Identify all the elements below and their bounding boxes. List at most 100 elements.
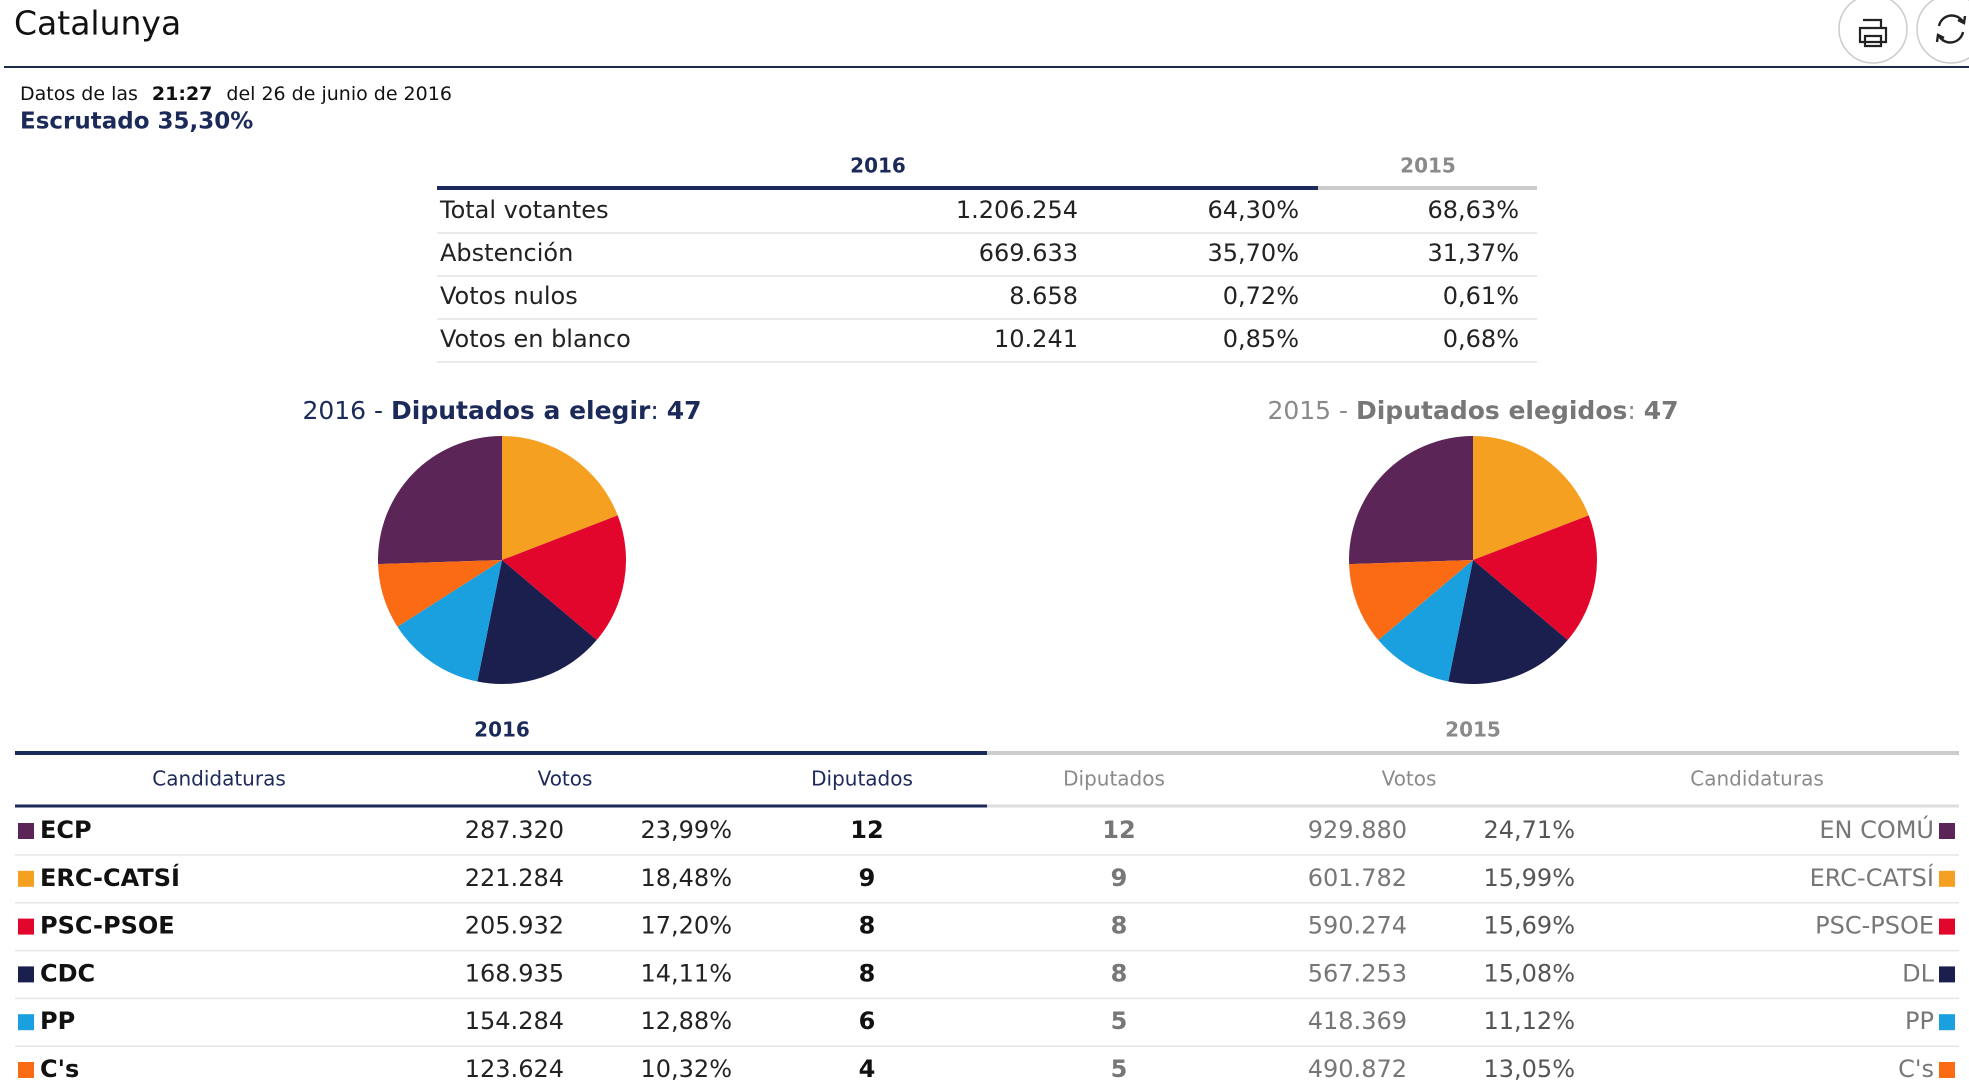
votes: 168.935 xyxy=(465,959,564,987)
results-year: 2015 xyxy=(1445,718,1501,742)
pie-slice xyxy=(397,560,502,682)
party-name: ECP xyxy=(40,816,92,844)
pie-slice xyxy=(1473,515,1597,641)
summary-cell: 669.633 xyxy=(979,239,1078,267)
column-header: Candidaturas xyxy=(152,767,286,791)
button-circle[interactable] xyxy=(1916,0,1969,64)
seats: 6 xyxy=(859,1007,876,1035)
pie-slice xyxy=(378,436,502,565)
pie-slice xyxy=(1473,436,1589,560)
votes-prev: 590.274 xyxy=(1308,912,1407,940)
party-swatch xyxy=(1939,870,1955,887)
refresh-icon[interactable] xyxy=(1935,14,1967,44)
pie-title-total: 47 xyxy=(1644,396,1679,425)
pie-slice xyxy=(1349,560,1473,641)
seats-prev: 5 xyxy=(1111,1055,1128,1083)
summary-year: 2016 xyxy=(850,154,906,178)
votes-prev: 490.872 xyxy=(1308,1055,1407,1083)
party-name: C's xyxy=(40,1055,79,1083)
pie-slice xyxy=(502,515,627,641)
print-icon[interactable] xyxy=(1858,18,1888,48)
summary-cell: Votos en blanco xyxy=(440,325,631,353)
party-name-prev: EN COMÚ xyxy=(1819,814,1934,844)
pie-title-label: Diputados a elegir xyxy=(391,396,651,425)
pie-title-colon: : xyxy=(1627,396,1643,425)
seats: 8 xyxy=(859,912,876,940)
summary-cell: Total votantes xyxy=(439,196,609,224)
vote-pct-prev: 15,69% xyxy=(1483,912,1575,940)
summary-cell: 68,63% xyxy=(1427,196,1519,224)
vote-pct: 10,32% xyxy=(640,1055,732,1083)
vote-pct-prev: 15,99% xyxy=(1483,864,1575,892)
party-name: PSC-PSOE xyxy=(40,912,175,940)
seats-prev: 8 xyxy=(1111,959,1128,987)
votes-prev: 567.253 xyxy=(1308,959,1407,987)
votes-prev: 929.880 xyxy=(1308,816,1407,844)
party-swatch xyxy=(1939,1062,1955,1078)
refresh-button[interactable] xyxy=(1916,0,1969,64)
votes-prev: 418.369 xyxy=(1308,1007,1407,1035)
party-name-prev: DL xyxy=(1902,959,1934,987)
votes: 287.320 xyxy=(465,816,564,844)
seats: 4 xyxy=(859,1055,876,1083)
column-header: Diputados xyxy=(1063,767,1165,791)
votes: 154.284 xyxy=(465,1007,564,1035)
summary-cell: 0,72% xyxy=(1223,282,1299,310)
party-swatch xyxy=(18,918,34,935)
party-swatch xyxy=(18,870,34,887)
seats-prev: 5 xyxy=(1111,1007,1128,1035)
party-swatch xyxy=(1939,823,1955,839)
party-name-prev: PSC-PSOE xyxy=(1815,912,1934,940)
summary-cell: 8.658 xyxy=(1009,282,1078,310)
party-name-prev: C's xyxy=(1898,1055,1934,1083)
vote-pct: 17,20% xyxy=(640,912,732,940)
vote-pct: 18,48% xyxy=(640,864,732,892)
party-swatch xyxy=(1939,966,1955,983)
seats: 12 xyxy=(850,816,883,844)
votes: 123.624 xyxy=(465,1055,564,1083)
seats: 8 xyxy=(859,959,876,987)
pie-slice xyxy=(1378,560,1473,682)
column-header: Candidaturas xyxy=(1690,767,1824,791)
pie-title-sep: - xyxy=(1331,396,1356,425)
scrutiny: Escrutado 35,30% xyxy=(20,109,253,135)
summary-cell: Abstención xyxy=(440,239,573,267)
party-swatch xyxy=(18,1062,34,1078)
seats-prev: 8 xyxy=(1111,912,1128,940)
vote-pct: 14,11% xyxy=(640,959,732,987)
summary-cell: 0,85% xyxy=(1223,325,1299,353)
party-name-prev: ERC-CATSÍ xyxy=(1810,863,1934,892)
column-header: Diputados xyxy=(811,767,913,791)
summary-year: 2015 xyxy=(1400,154,1456,178)
pie-title: 2016 - Diputados a elegir: 47 xyxy=(302,396,701,425)
summary-cell: 10.241 xyxy=(994,325,1078,353)
pie-title-label: Diputados elegidos xyxy=(1356,396,1627,425)
print-button[interactable] xyxy=(1838,0,1908,64)
pie-title-total: 47 xyxy=(667,396,702,425)
summary-cell: 64,30% xyxy=(1207,196,1299,224)
votes: 205.932 xyxy=(465,912,564,940)
pie-title-sep: - xyxy=(366,396,391,425)
results-year: 2016 xyxy=(474,718,530,742)
pie-title-year: 2015 xyxy=(1267,396,1331,425)
button-circle[interactable] xyxy=(1838,0,1908,64)
pie-title-colon: : xyxy=(650,396,666,425)
votes: 221.284 xyxy=(465,864,564,892)
pie-title-year: 2016 xyxy=(302,396,366,425)
page-title: Catalunya xyxy=(14,4,181,43)
seats: 9 xyxy=(859,864,876,892)
pie-slice xyxy=(1349,436,1473,565)
summary-cell: 0,68% xyxy=(1443,325,1519,353)
party-name-prev: PP xyxy=(1905,1007,1934,1035)
timestamp-date: del 26 de junio de 2016 xyxy=(226,83,452,105)
data-timestamp: Datos de las 21:27 del 26 de junio de 2016 xyxy=(20,83,452,105)
summary-cell: 31,37% xyxy=(1427,239,1519,267)
seats-prev: 12 xyxy=(1102,816,1135,844)
party-swatch xyxy=(18,823,34,839)
summary-cell: 35,70% xyxy=(1207,239,1299,267)
seats-prev: 9 xyxy=(1111,864,1128,892)
vote-pct-prev: 15,08% xyxy=(1483,959,1575,987)
votes-prev: 601.782 xyxy=(1308,864,1407,892)
